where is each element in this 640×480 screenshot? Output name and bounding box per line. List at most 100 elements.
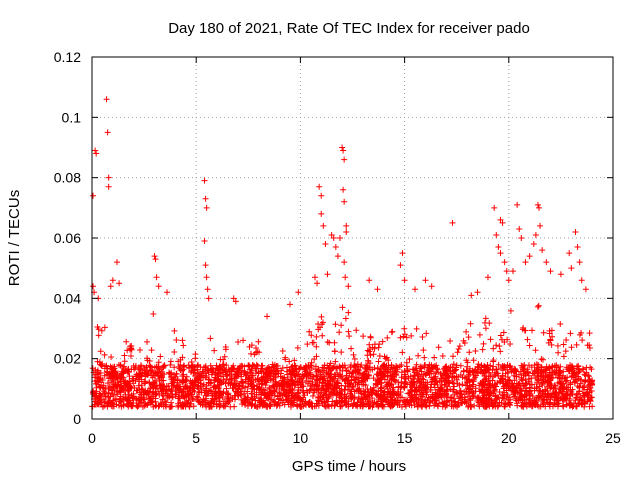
data-point [124, 368, 131, 375]
data-point [458, 400, 465, 407]
data-point [117, 395, 124, 402]
data-point [325, 395, 332, 402]
data-point [434, 365, 441, 372]
data-point [567, 400, 574, 407]
data-point [222, 403, 229, 410]
data-point [144, 338, 151, 345]
data-point [465, 371, 472, 378]
data-point [565, 364, 572, 371]
data-point [557, 321, 564, 328]
data-point [334, 390, 341, 397]
data-point [241, 390, 248, 397]
data-point [167, 371, 174, 378]
data-point [116, 280, 123, 287]
data-point [230, 295, 237, 302]
data-point [163, 386, 170, 393]
data-point [514, 201, 521, 208]
data-point [98, 327, 105, 334]
data-point [376, 352, 383, 359]
data-point [135, 364, 142, 371]
data-point [171, 327, 178, 334]
data-point [202, 389, 209, 396]
data-point [540, 368, 547, 375]
data-point [116, 372, 123, 379]
data-point [341, 259, 348, 266]
data-point [466, 349, 473, 356]
data-point [208, 399, 215, 406]
data-point [451, 374, 458, 381]
data-point [135, 382, 142, 389]
data-point [525, 362, 532, 369]
data-point [555, 349, 562, 356]
data-point [493, 396, 500, 403]
y-tick-label: 0.02 [54, 351, 81, 367]
data-point [537, 392, 544, 399]
data-point [229, 364, 236, 371]
data-point [500, 395, 507, 402]
data-point [97, 348, 104, 355]
data-point [490, 390, 497, 397]
data-point [566, 397, 573, 404]
data-point [380, 391, 387, 398]
data-point [439, 353, 446, 360]
data-point [225, 390, 232, 397]
data-point [563, 337, 570, 344]
data-point [573, 363, 580, 370]
data-point [498, 336, 505, 343]
data-point [255, 338, 262, 345]
data-point [346, 370, 353, 377]
data-point [113, 401, 120, 408]
data-point [342, 364, 349, 371]
data-point [209, 395, 216, 402]
data-point [223, 375, 230, 382]
data-point [258, 365, 265, 372]
data-point [382, 383, 389, 390]
data-point [379, 402, 386, 409]
data-point [401, 331, 408, 338]
data-point [163, 387, 170, 394]
data-point [572, 397, 579, 404]
data-point [449, 379, 456, 386]
data-point [261, 391, 268, 398]
data-point [476, 401, 483, 408]
data-point [290, 367, 297, 374]
data-point [402, 373, 409, 380]
data-point [283, 368, 290, 375]
data-point [509, 381, 516, 388]
data-point [401, 397, 408, 404]
data-point [149, 364, 156, 371]
data-point [367, 334, 374, 341]
data-point [260, 386, 267, 393]
data-point [505, 277, 512, 284]
data-point [389, 371, 396, 378]
data-point [389, 328, 396, 335]
data-point [215, 394, 222, 401]
data-point [425, 364, 432, 371]
data-point [284, 376, 291, 383]
data-point [297, 381, 304, 388]
data-point [469, 383, 476, 390]
data-point [392, 397, 399, 404]
data-point [304, 380, 311, 387]
data-point [336, 329, 343, 336]
data-point [374, 365, 381, 372]
data-point [89, 365, 96, 372]
data-point [484, 361, 491, 368]
data-point [152, 256, 159, 263]
data-point [110, 392, 117, 399]
data-point [208, 403, 215, 410]
data-point [291, 357, 298, 364]
data-point [352, 379, 359, 386]
data-point [327, 374, 334, 381]
data-point [240, 337, 247, 344]
data-point [194, 370, 201, 377]
data-point [270, 383, 277, 390]
data-point [350, 383, 357, 390]
data-point [244, 370, 251, 377]
data-point [477, 368, 484, 375]
data-point [108, 364, 115, 371]
data-point [526, 395, 533, 402]
data-point [500, 329, 507, 336]
data-point [185, 390, 192, 397]
data-point [112, 368, 119, 375]
